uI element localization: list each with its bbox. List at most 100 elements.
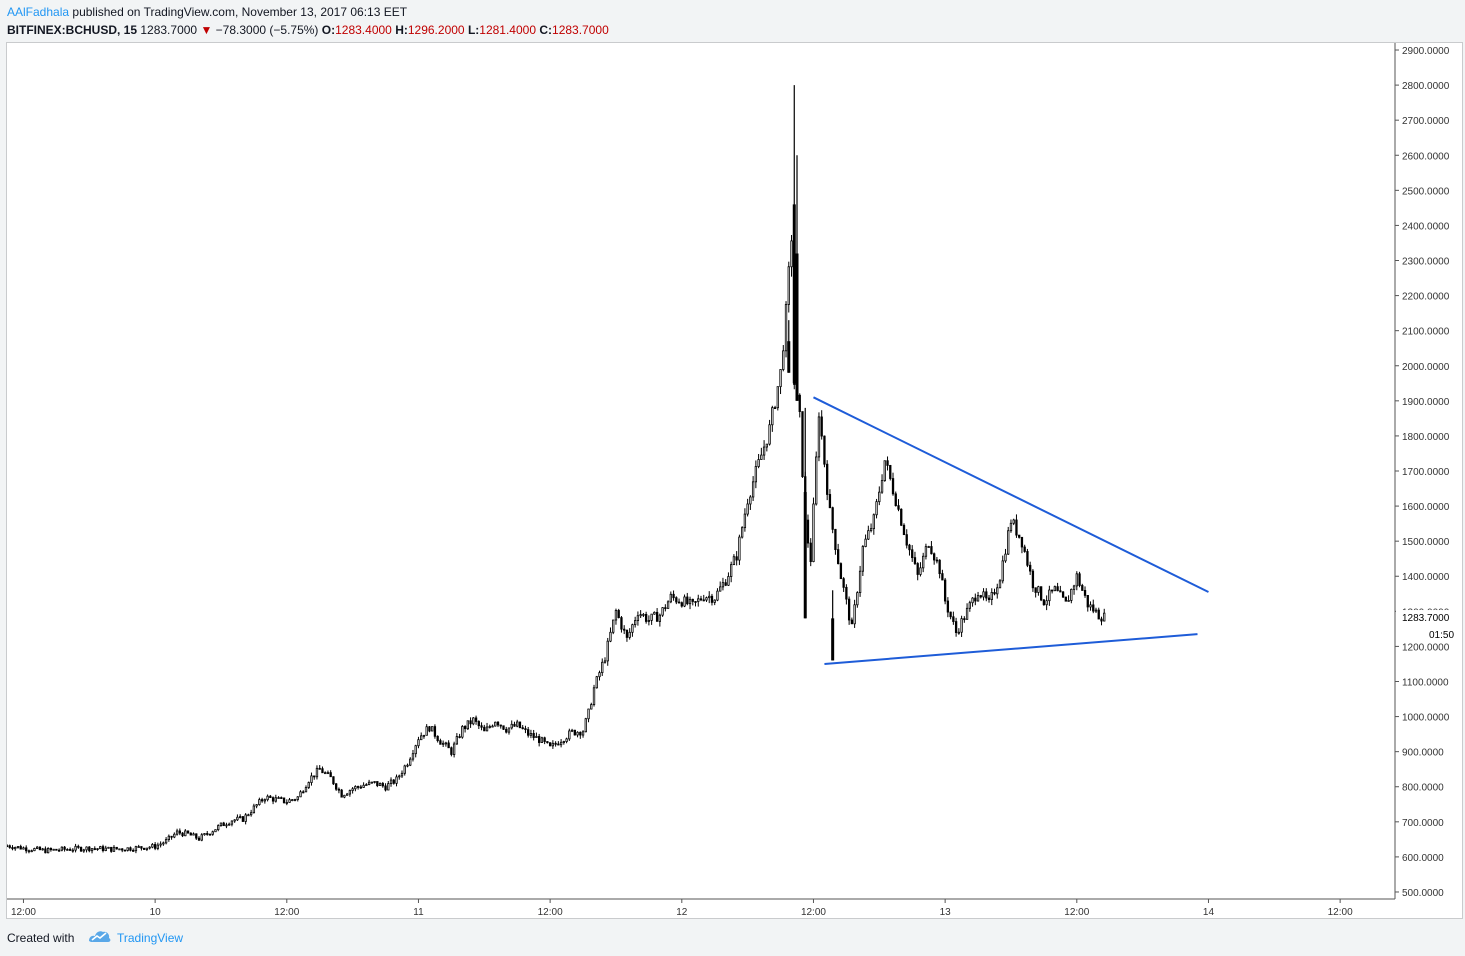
candle-body: [546, 741, 549, 744]
candle: [1004, 548, 1007, 563]
candle: [614, 608, 618, 625]
candle-body: [708, 595, 711, 599]
candle: [55, 848, 58, 851]
candle: [450, 746, 453, 757]
candle: [971, 597, 974, 607]
candle: [1042, 598, 1046, 606]
candle-body: [343, 794, 346, 798]
candle: [831, 506, 834, 534]
candle-body: [337, 788, 341, 791]
candle-body: [815, 456, 818, 505]
candle-body: [749, 496, 752, 505]
candle-body: [38, 846, 42, 851]
candle: [206, 830, 209, 836]
candle: [985, 588, 988, 602]
candle: [244, 813, 247, 825]
candle: [310, 772, 313, 786]
trendline-lower: [824, 633, 1198, 665]
candle-body: [721, 582, 725, 588]
tradingview-brand[interactable]: TradingView: [117, 931, 184, 945]
countdown-label: 01:50: [1429, 630, 1454, 641]
candle-body: [655, 611, 659, 622]
candle-body: [1097, 609, 1100, 620]
candle-body: [724, 582, 727, 586]
candle-body: [971, 597, 974, 604]
candle: [104, 845, 107, 852]
x-tick-label: 11: [413, 907, 424, 918]
candle-body: [765, 443, 768, 448]
candle: [751, 476, 755, 501]
candle: [548, 742, 552, 747]
candle: [277, 796, 280, 799]
candle: [974, 593, 977, 606]
candle-body: [554, 742, 557, 745]
candle: [603, 657, 607, 664]
candle: [197, 836, 201, 841]
candle-body: [335, 783, 338, 790]
candle-body: [33, 848, 36, 852]
candle-body: [414, 745, 417, 755]
candle-body: [716, 590, 719, 601]
spike-body: [795, 253, 799, 401]
candle: [875, 498, 878, 519]
candle: [345, 792, 349, 796]
candle: [623, 625, 626, 635]
chart-area[interactable]: 500.0000 600.0000 700.0000 800.0000 900.0000…: [5, 42, 1463, 919]
candle: [110, 846, 113, 853]
candle-body: [313, 775, 316, 778]
candle-body: [1056, 586, 1059, 592]
candle-body: [943, 579, 947, 602]
candle: [365, 783, 368, 787]
candle-body: [398, 775, 401, 778]
candle: [557, 741, 560, 746]
candle-body: [1023, 546, 1026, 552]
tradingview-logo-icon[interactable]: [88, 928, 112, 944]
candle: [502, 725, 505, 730]
candle-body: [683, 596, 686, 607]
candle: [11, 845, 14, 851]
author-link[interactable]: AAlFadhala: [7, 5, 70, 19]
y-tick-label: 2000.0000: [1402, 362, 1450, 373]
candle: [118, 848, 121, 851]
candle: [189, 832, 192, 836]
candle: [554, 741, 557, 747]
candle: [507, 727, 511, 735]
candle-body: [856, 592, 859, 606]
candle: [861, 545, 864, 577]
candle: [38, 846, 42, 851]
candle-body: [189, 832, 192, 836]
candle: [49, 847, 53, 852]
candle: [858, 565, 862, 597]
candle: [491, 724, 494, 728]
candle-body: [713, 599, 716, 603]
candle-body: [510, 723, 513, 729]
price-chart[interactable]: 500.0000 600.0000 700.0000 800.0000 900.0000…: [5, 43, 1462, 918]
y-tick-label: 1700.0000: [1402, 467, 1450, 478]
candle-body: [1004, 553, 1007, 562]
candle-body: [329, 772, 332, 778]
candle-body: [1059, 590, 1062, 593]
candle: [354, 785, 357, 792]
candle-body: [219, 822, 223, 827]
candle: [96, 848, 99, 851]
candle: [954, 617, 958, 637]
candle: [170, 835, 173, 840]
candle-body: [776, 386, 779, 409]
candle-body: [52, 848, 55, 851]
candle: [886, 456, 889, 471]
candle: [872, 513, 875, 535]
candle-body: [886, 460, 889, 466]
candle: [1039, 586, 1043, 602]
candle: [538, 733, 541, 747]
candle-body: [867, 530, 870, 540]
x-tick-label: 12:00: [11, 907, 36, 918]
candle-body: [751, 481, 755, 498]
candle-body: [710, 595, 714, 603]
candle: [384, 783, 387, 792]
candle: [740, 526, 744, 539]
candle: [516, 719, 519, 728]
candle: [30, 849, 33, 853]
price-change: −78.3000 (−5.75%): [215, 23, 319, 37]
candle: [987, 595, 991, 603]
candle-body: [625, 629, 629, 638]
